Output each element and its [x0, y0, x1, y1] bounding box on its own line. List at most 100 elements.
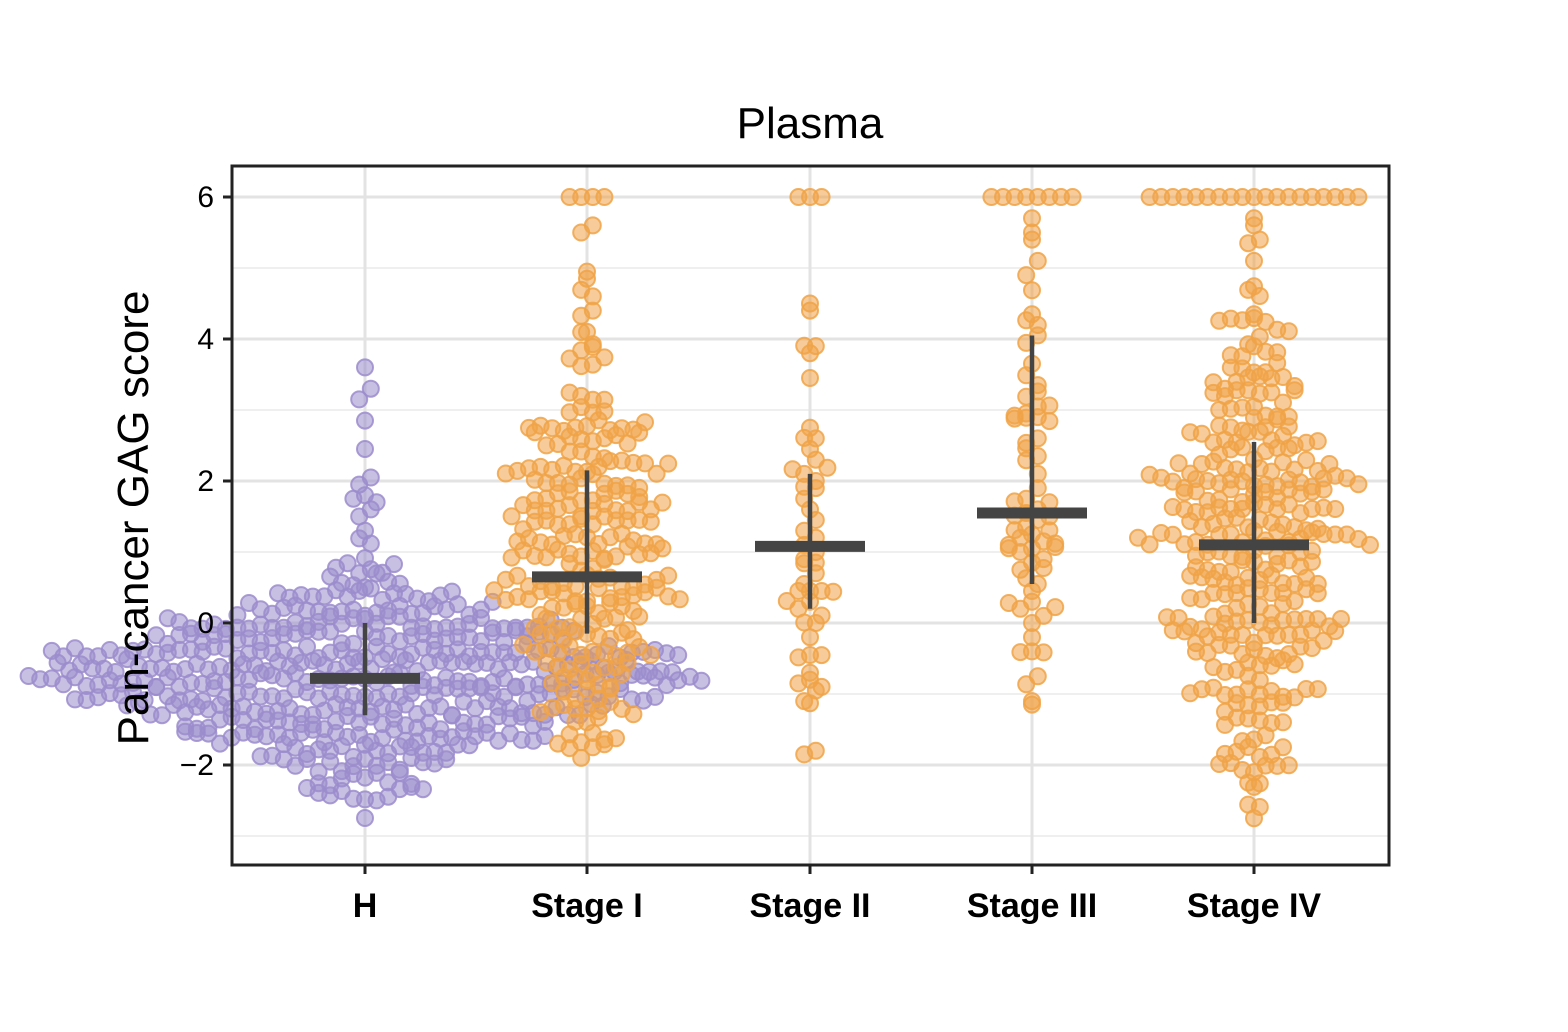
- data-point: [659, 454, 678, 473]
- data-point: [589, 708, 608, 727]
- data-point: [607, 729, 625, 748]
- data-point: [595, 449, 614, 468]
- data-point: [502, 548, 521, 567]
- data-point: [1262, 604, 1281, 623]
- data-point: [578, 322, 596, 341]
- data-point: [1233, 732, 1252, 751]
- data-point: [1023, 305, 1041, 324]
- data-point: [1163, 498, 1182, 516]
- data-point: [560, 403, 579, 422]
- data-point: [396, 695, 415, 714]
- data-point: [514, 635, 533, 654]
- data-point: [1204, 373, 1223, 392]
- data-point: [385, 555, 403, 574]
- x-tick-label: Stage II: [750, 887, 871, 925]
- data-point: [520, 418, 538, 437]
- data-point: [531, 703, 550, 721]
- data-point: [1017, 675, 1036, 694]
- data-points: [19, 188, 1379, 828]
- data-point: [1216, 702, 1234, 721]
- data-point: [205, 679, 224, 698]
- data-point: [1181, 423, 1200, 442]
- data-point: [612, 665, 631, 684]
- data-point: [777, 592, 796, 610]
- data-point: [350, 507, 369, 526]
- data-point: [595, 390, 614, 409]
- data-point: [1034, 643, 1053, 662]
- data-point: [659, 566, 678, 585]
- data-point: [1308, 680, 1327, 699]
- data-point: [1361, 535, 1379, 554]
- data-point: [514, 520, 533, 539]
- y-tick-label: 6: [197, 181, 214, 214]
- data-point: [1303, 621, 1321, 640]
- data-point: [251, 747, 270, 766]
- data-point: [789, 648, 808, 667]
- data-point: [624, 602, 643, 620]
- data-point: [1308, 519, 1327, 538]
- data-point: [1023, 209, 1041, 228]
- data-point: [1308, 574, 1327, 593]
- data-point: [531, 606, 550, 624]
- data-point: [1233, 493, 1252, 511]
- data-point: [309, 649, 328, 668]
- data-point: [801, 418, 819, 437]
- data-point: [1046, 598, 1065, 617]
- data-point: [789, 188, 808, 206]
- data-point: [327, 558, 345, 577]
- data-point: [350, 475, 369, 494]
- data-point: [1274, 738, 1292, 757]
- data-point: [1239, 335, 1258, 354]
- data-point: [356, 440, 374, 458]
- data-point: [1210, 311, 1229, 330]
- data-point: [641, 646, 660, 664]
- data-point: [1239, 773, 1258, 792]
- data-point: [164, 695, 183, 714]
- data-point: [647, 535, 666, 554]
- data-point: [385, 720, 403, 739]
- data-point: [543, 674, 562, 693]
- data-point: [535, 727, 554, 745]
- data-point: [356, 358, 374, 377]
- data-point: [485, 581, 504, 600]
- data-point: [531, 625, 550, 644]
- data-point: [1140, 188, 1159, 206]
- data-point: [595, 188, 614, 206]
- data-point: [607, 547, 625, 566]
- data-point: [512, 707, 531, 726]
- data-point: [663, 663, 682, 682]
- x-tick-label: H: [353, 887, 378, 925]
- data-point: [624, 705, 643, 724]
- data-point: [1181, 464, 1200, 483]
- data-point: [589, 604, 608, 623]
- data-point: [560, 349, 579, 368]
- data-point: [158, 609, 177, 628]
- data-point: [147, 626, 166, 645]
- data-point: [332, 762, 351, 781]
- data-point: [999, 594, 1018, 612]
- data-point: [1320, 455, 1339, 473]
- data-point: [269, 584, 287, 603]
- data-point: [1140, 465, 1159, 484]
- data-point: [1063, 188, 1082, 206]
- data-point: [1210, 416, 1229, 435]
- data-point: [1274, 393, 1292, 412]
- data-point: [669, 646, 688, 665]
- data-point: [502, 507, 521, 526]
- data-point: [390, 760, 409, 779]
- y-tick-label: 2: [197, 465, 214, 498]
- data-point: [982, 188, 1001, 206]
- data-point: [537, 653, 556, 672]
- data-point: [636, 413, 654, 432]
- data-point: [1239, 234, 1258, 253]
- data-point: [1040, 412, 1059, 431]
- data-point: [240, 594, 258, 612]
- data-point: [286, 680, 305, 699]
- data-point: [147, 678, 166, 697]
- data-point: [19, 667, 38, 685]
- data-point: [141, 705, 160, 724]
- data-point: [496, 464, 515, 483]
- data-point: [1245, 305, 1263, 324]
- data-point: [1239, 795, 1258, 814]
- data-point: [1349, 475, 1368, 494]
